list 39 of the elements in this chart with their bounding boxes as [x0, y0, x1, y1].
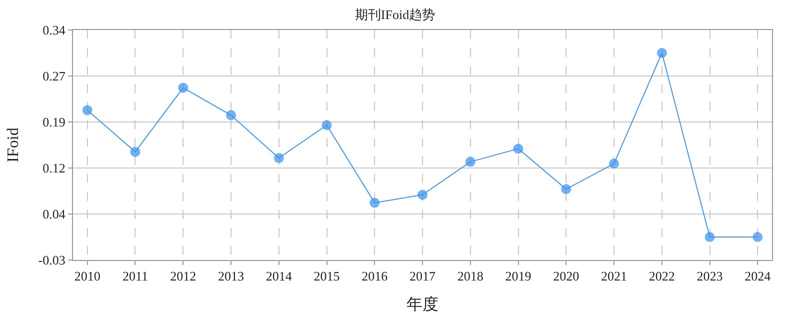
x-tick-label: 2022	[648, 268, 675, 284]
point	[82, 105, 92, 116]
chart-title: 期刊IFoid趋势	[354, 7, 436, 22]
point	[418, 190, 428, 200]
x-tick-label: 2018	[457, 268, 484, 284]
x-tick-label: 2012	[170, 268, 196, 284]
x-tick-label: 2015	[314, 268, 340, 284]
point	[561, 184, 572, 194]
point	[178, 82, 188, 93]
y-axis-title: IFoid	[5, 128, 22, 162]
x-tick-label: 2010	[74, 268, 100, 284]
y-tick-label: 0.12	[42, 160, 66, 176]
point	[130, 146, 140, 157]
y-tick-label: 0.19	[42, 114, 66, 130]
x-tick-label: 2014	[266, 268, 292, 284]
point	[370, 198, 380, 208]
x-tick-label: 2020	[553, 268, 580, 284]
point	[609, 158, 620, 169]
x-tick-label: 2011	[122, 268, 148, 284]
point	[465, 156, 476, 167]
point	[752, 232, 763, 242]
point	[274, 153, 284, 164]
point	[226, 110, 236, 120]
y-tick-label: 0.04	[42, 206, 66, 222]
x-tick-label: 2021	[601, 268, 628, 284]
point	[704, 232, 715, 242]
x-tick-label: 2023	[696, 268, 723, 284]
x-tick-label: 2019	[505, 268, 532, 284]
point	[322, 120, 332, 130]
point	[656, 48, 667, 58]
x-tick-label: 2013	[218, 268, 244, 284]
x-tick-label: 2017	[410, 268, 436, 284]
y-tick-label: -0.03	[38, 252, 66, 268]
x-axis-title: 年度	[406, 295, 438, 314]
point	[513, 144, 524, 154]
y-tick-label: 0.34	[42, 22, 66, 38]
y-tick-label: 0.27	[42, 68, 66, 84]
x-tick-label: 2016	[362, 268, 388, 284]
x-tick-label: 2024	[744, 268, 772, 284]
